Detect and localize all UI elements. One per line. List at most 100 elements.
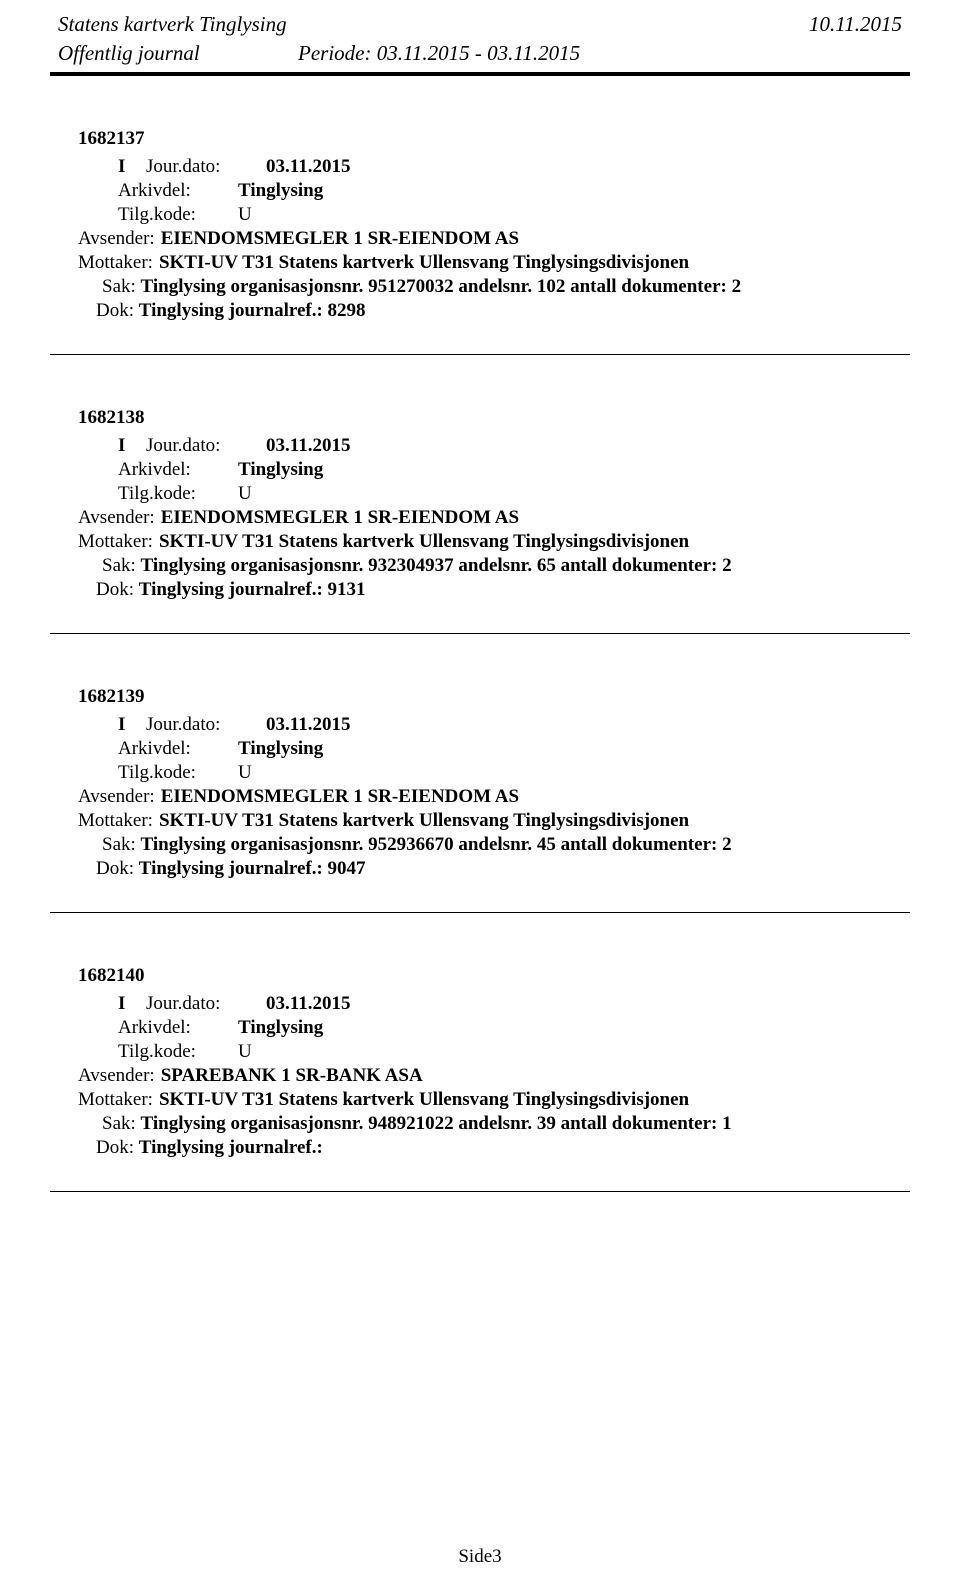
header-row: Statens kartverk Tinglysing 10.11.2015 <box>50 12 910 37</box>
entry-avsender-line: Avsender: SPAREBANK 1 SR-BANK ASA <box>78 1065 910 1087</box>
dok-label: Dok: <box>96 858 134 879</box>
tilgkode-value: U <box>238 483 252 505</box>
entry-dok-line: Dok: Tinglysing journalref.: 8298 <box>96 300 910 322</box>
arkivdel-label: Arkivdel: <box>118 180 238 202</box>
entry-block: 1682138 I Jour.dato: 03.11.2015 Arkivdel… <box>50 407 910 601</box>
jourdato-label: Jour.dato: <box>146 435 266 457</box>
sak-label: Sak: <box>102 276 136 297</box>
entry-id: 1682137 <box>78 128 910 150</box>
sak-value: Tinglysing organisasjonsnr. 948921022 an… <box>141 1113 732 1134</box>
entry-block: 1682137 I Jour.dato: 03.11.2015 Arkivdel… <box>50 128 910 322</box>
tilgkode-label: Tilg.kode: <box>118 483 238 505</box>
jourdato-label: Jour.dato: <box>146 993 266 1015</box>
tilgkode-label: Tilg.kode: <box>118 1041 238 1063</box>
entry-arkivdel-line: Arkivdel: Tinglysing <box>118 738 910 760</box>
arkivdel-label: Arkivdel: <box>118 1017 238 1039</box>
mottaker-label: Mottaker: <box>78 531 153 553</box>
entry-id: 1682139 <box>78 686 910 708</box>
entry-mottaker-line: Mottaker: SKTI-UV T31 Statens kartverk U… <box>78 252 910 274</box>
avsender-label: Avsender: <box>78 786 155 808</box>
tilgkode-value: U <box>238 204 252 226</box>
entries-container: 1682137 I Jour.dato: 03.11.2015 Arkivdel… <box>50 128 910 1192</box>
entry-avsender-line: Avsender: EIENDOMSMEGLER 1 SR-EIENDOM AS <box>78 786 910 808</box>
dok-value: Tinglysing journalref.: 8298 <box>139 300 366 321</box>
dok-value: Tinglysing journalref.: 9047 <box>139 858 366 879</box>
entry-type: I <box>118 435 146 457</box>
entry-avsender-line: Avsender: EIENDOMSMEGLER 1 SR-EIENDOM AS <box>78 228 910 250</box>
entry-divider <box>50 912 910 913</box>
dok-label: Dok: <box>96 1137 134 1158</box>
sak-value: Tinglysing organisasjonsnr. 952936670 an… <box>141 834 732 855</box>
sak-label: Sak: <box>102 1113 136 1134</box>
entry-jourdato-line: I Jour.dato: 03.11.2015 <box>118 156 910 178</box>
jourdato-value: 03.11.2015 <box>266 435 350 457</box>
entry-arkivdel-line: Arkivdel: Tinglysing <box>118 459 910 481</box>
jourdato-value: 03.11.2015 <box>266 993 350 1015</box>
mottaker-label: Mottaker: <box>78 1089 153 1111</box>
sak-value: Tinglysing organisasjonsnr. 932304937 an… <box>141 555 732 576</box>
entry-tilgkode-line: Tilg.kode: U <box>118 483 910 505</box>
mottaker-label: Mottaker: <box>78 810 153 832</box>
header-row2: Offentlig journal Periode: 03.11.2015 - … <box>50 41 910 66</box>
org-title: Statens kartverk Tinglysing <box>58 12 287 37</box>
dok-label: Dok: <box>96 300 134 321</box>
entry-block: 1682140 I Jour.dato: 03.11.2015 Arkivdel… <box>50 965 910 1159</box>
entry-sak-line: Sak: Tinglysing organisasjonsnr. 9489210… <box>102 1113 910 1135</box>
entry-mottaker-line: Mottaker: SKTI-UV T31 Statens kartverk U… <box>78 1089 910 1111</box>
entry-dok-line: Dok: Tinglysing journalref.: 9047 <box>96 858 910 880</box>
entry-id: 1682138 <box>78 407 910 429</box>
entry-mottaker-line: Mottaker: SKTI-UV T31 Statens kartverk U… <box>78 531 910 553</box>
dok-value: Tinglysing journalref.: <box>139 1137 323 1158</box>
arkivdel-value: Tinglysing <box>238 1017 323 1039</box>
entry-sak-line: Sak: Tinglysing organisasjonsnr. 9512700… <box>102 276 910 298</box>
mottaker-value: SKTI-UV T31 Statens kartverk Ullensvang … <box>159 810 689 832</box>
entry-tilgkode-line: Tilg.kode: U <box>118 204 910 226</box>
entry-type: I <box>118 993 146 1015</box>
arkivdel-label: Arkivdel: <box>118 738 238 760</box>
subtitle: Offentlig journal <box>58 41 298 66</box>
avsender-label: Avsender: <box>78 228 155 250</box>
entry-tilgkode-line: Tilg.kode: U <box>118 762 910 784</box>
jourdato-label: Jour.dato: <box>146 156 266 178</box>
entry-dok-line: Dok: Tinglysing journalref.: 9131 <box>96 579 910 601</box>
mottaker-label: Mottaker: <box>78 252 153 274</box>
avsender-value: SPAREBANK 1 SR-BANK ASA <box>161 1065 423 1087</box>
entry-divider <box>50 1191 910 1192</box>
avsender-label: Avsender: <box>78 507 155 529</box>
avsender-value: EIENDOMSMEGLER 1 SR-EIENDOM AS <box>161 786 519 808</box>
jourdato-value: 03.11.2015 <box>266 714 350 736</box>
sak-label: Sak: <box>102 834 136 855</box>
entry-arkivdel-line: Arkivdel: Tinglysing <box>118 1017 910 1039</box>
entry-dok-line: Dok: Tinglysing journalref.: <box>96 1137 910 1159</box>
dok-label: Dok: <box>96 579 134 600</box>
period-value: 03.11.2015 - 03.11.2015 <box>377 41 580 65</box>
entry-divider <box>50 633 910 634</box>
entry-type: I <box>118 156 146 178</box>
mottaker-value: SKTI-UV T31 Statens kartverk Ullensvang … <box>159 531 689 553</box>
jourdato-label: Jour.dato: <box>146 714 266 736</box>
header-rule <box>50 72 910 76</box>
period-label: Periode: <box>298 41 371 65</box>
period: Periode: 03.11.2015 - 03.11.2015 <box>298 41 902 66</box>
arkivdel-value: Tinglysing <box>238 180 323 202</box>
arkivdel-label: Arkivdel: <box>118 459 238 481</box>
tilgkode-value: U <box>238 762 252 784</box>
jourdato-value: 03.11.2015 <box>266 156 350 178</box>
entry-type: I <box>118 714 146 736</box>
header-date: 10.11.2015 <box>809 12 902 37</box>
arkivdel-value: Tinglysing <box>238 459 323 481</box>
sak-value: Tinglysing organisasjonsnr. 951270032 an… <box>141 276 742 297</box>
entry-mottaker-line: Mottaker: SKTI-UV T31 Statens kartverk U… <box>78 810 910 832</box>
tilgkode-label: Tilg.kode: <box>118 762 238 784</box>
entry-divider <box>50 354 910 355</box>
entry-sak-line: Sak: Tinglysing organisasjonsnr. 9323049… <box>102 555 910 577</box>
entry-arkivdel-line: Arkivdel: Tinglysing <box>118 180 910 202</box>
entry-avsender-line: Avsender: EIENDOMSMEGLER 1 SR-EIENDOM AS <box>78 507 910 529</box>
page-footer: Side3 <box>0 1546 960 1568</box>
entry-sak-line: Sak: Tinglysing organisasjonsnr. 9529366… <box>102 834 910 856</box>
entry-jourdato-line: I Jour.dato: 03.11.2015 <box>118 714 910 736</box>
avsender-value: EIENDOMSMEGLER 1 SR-EIENDOM AS <box>161 228 519 250</box>
tilgkode-value: U <box>238 1041 252 1063</box>
entry-jourdato-line: I Jour.dato: 03.11.2015 <box>118 993 910 1015</box>
tilgkode-label: Tilg.kode: <box>118 204 238 226</box>
